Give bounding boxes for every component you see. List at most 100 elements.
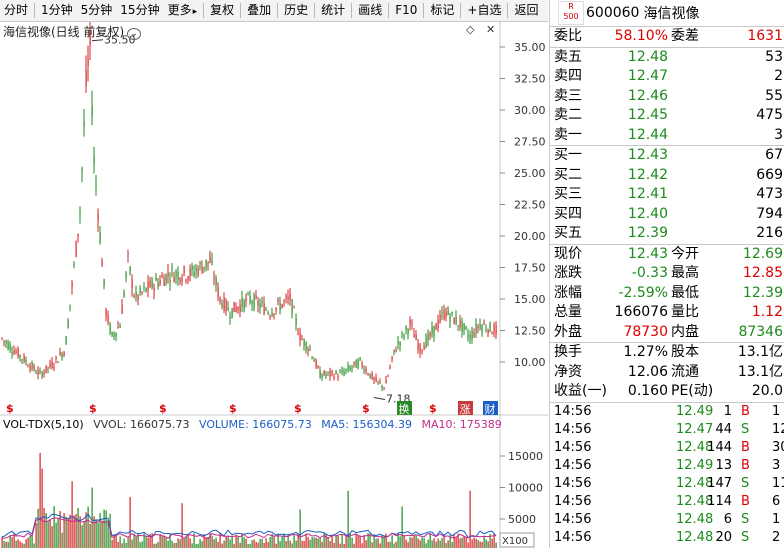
volume-indicator-name[interactable]: VOL-TDX(5,10) xyxy=(3,418,84,431)
overlay-button[interactable]: 叠加 xyxy=(247,3,272,17)
candle-body xyxy=(87,59,89,66)
volume-bar xyxy=(327,537,329,548)
tick-list[interactable]: 14:5612.491B114:5612.4744S1214:5612.4814… xyxy=(550,403,784,547)
tab-15min[interactable]: 15分钟 xyxy=(120,3,160,17)
separator xyxy=(277,3,279,18)
candle-body xyxy=(131,279,133,289)
candle-body xyxy=(373,377,375,380)
volume-bar xyxy=(261,538,263,548)
more-periods-button[interactable]: 更多▸ xyxy=(164,0,202,21)
bid-price: 12.42 xyxy=(627,166,668,183)
volume-bar xyxy=(37,508,39,548)
tab-1min[interactable]: 1分钟 xyxy=(41,3,73,17)
tick-price: 12.48 xyxy=(676,511,714,527)
volume-bar xyxy=(485,539,487,548)
volume-bar xyxy=(63,513,65,548)
candle-body xyxy=(197,268,199,276)
volume-bar xyxy=(487,541,489,548)
adjust-button[interactable]: 复权 xyxy=(210,3,235,17)
volume-bar xyxy=(467,542,469,548)
volume-bar xyxy=(217,541,219,548)
volume-bar xyxy=(477,539,479,548)
ask-volume: 475 xyxy=(756,107,783,123)
ma5-value: MA5: 156304.39 xyxy=(321,418,412,431)
statistics-button[interactable]: 统计 xyxy=(321,3,346,17)
volume-bar xyxy=(213,539,215,548)
add-watchlist-button[interactable]: +自选 xyxy=(467,3,502,17)
stat-label: 量比 xyxy=(671,304,699,320)
candle-body xyxy=(285,295,287,299)
kline-panel: 35.00 32.50 30.00 27.50 25.00 22.50 20.00 17.50… xyxy=(0,22,548,548)
volume-bar xyxy=(61,532,63,548)
candle-body xyxy=(375,377,377,382)
tick-row: 14:56 12.48 114 B 6 xyxy=(550,493,784,511)
volume-bar xyxy=(207,537,209,548)
f10-button[interactable]: F10 xyxy=(395,3,418,17)
volume-bar xyxy=(385,533,387,548)
candle-body xyxy=(199,262,201,265)
price-tick-label: 32.50 xyxy=(514,73,546,86)
back-button[interactable]: 返回 xyxy=(514,3,539,17)
divider xyxy=(550,342,784,343)
weicha-label: 委差 xyxy=(671,28,699,44)
candle-body xyxy=(43,372,45,374)
volume-bar xyxy=(83,520,85,548)
volume-bar xyxy=(157,542,159,548)
tick-time: 14:56 xyxy=(554,403,592,419)
ma10-value: MA10: 175389 xyxy=(421,418,502,431)
more-label: 更多 xyxy=(167,3,192,17)
candle-body xyxy=(263,303,265,315)
candle-body xyxy=(333,376,335,379)
volume-bar xyxy=(331,534,333,548)
candle-body xyxy=(295,317,297,325)
kline-chart[interactable]: 35.00 32.50 30.00 27.50 25.00 22.50 20.00 17.50… xyxy=(0,22,548,548)
volume-bar xyxy=(397,533,399,548)
candle-body xyxy=(29,366,31,370)
mark-button[interactable]: 标记 xyxy=(430,3,455,17)
price-tick-label: 27.50 xyxy=(514,136,546,149)
bid-row: 买二 12.42 669 xyxy=(550,166,784,186)
candle-body xyxy=(393,349,395,353)
tab-intraday[interactable]: 分时 xyxy=(4,3,29,17)
tick-volume: 1 xyxy=(723,403,732,419)
tick-count: 6 xyxy=(772,493,781,509)
volume-bar xyxy=(275,543,277,548)
candle-body xyxy=(483,323,485,325)
candle-body xyxy=(357,360,359,369)
volume-bar xyxy=(73,515,75,548)
candle-body xyxy=(129,266,131,274)
diamond-icon[interactable]: ◇ xyxy=(466,23,475,36)
volume-bar xyxy=(379,543,381,548)
draw-line-button[interactable]: 画线 xyxy=(358,3,383,17)
volume-bar xyxy=(29,535,31,548)
price-tick-label: 25.00 xyxy=(514,167,546,180)
volume-bar xyxy=(301,540,303,548)
candle-body xyxy=(21,359,23,361)
volume-bar xyxy=(219,532,221,548)
candle-body xyxy=(387,375,389,377)
candle-body xyxy=(287,296,289,300)
ask-row: 卖四 12.47 2 xyxy=(550,67,784,87)
tab-5min[interactable]: 5分钟 xyxy=(80,3,113,17)
volume-bar xyxy=(371,542,373,548)
candle-body xyxy=(353,361,355,364)
history-button[interactable]: 历史 xyxy=(284,3,309,17)
candle-body xyxy=(139,287,141,294)
tick-count: 3 xyxy=(772,457,781,473)
candle-body xyxy=(301,338,303,340)
volume-bar xyxy=(141,541,143,548)
candle-body xyxy=(403,334,405,338)
volume-bar xyxy=(67,518,69,548)
divider xyxy=(550,401,784,403)
volume-bar xyxy=(121,543,123,548)
volume-bar xyxy=(129,496,131,548)
stock-code: 600060 xyxy=(586,5,640,21)
candle-body xyxy=(419,344,421,353)
close-icon[interactable]: ✕ xyxy=(486,23,496,36)
volume-bar xyxy=(269,536,271,548)
candle-body xyxy=(117,326,119,328)
bid-price: 12.43 xyxy=(627,147,668,163)
candle-body xyxy=(257,301,259,307)
volume-bar xyxy=(239,542,241,548)
chevron-down-icon[interactable]: ⌄ xyxy=(127,28,141,40)
